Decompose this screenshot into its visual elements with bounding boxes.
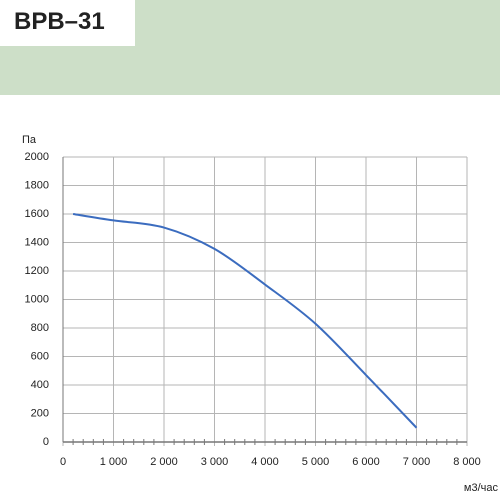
x-tick-label: 3 000 [201,456,229,468]
y-tick-label: 1400 [25,236,49,248]
x-tick-label: 8 000 [453,456,481,468]
x-tick-label: 4 000 [251,456,279,468]
y-tick-label: 400 [31,379,49,391]
y-tick-label: 0 [43,436,49,448]
x-tick-label: 6 000 [352,456,380,468]
y-tick-label: 800 [31,322,49,334]
x-tick-label: 0 [60,456,66,468]
y-tick-label: 1000 [25,293,49,305]
y-axis-label: Па [22,134,37,146]
y-tick-label: 200 [31,407,49,419]
y-tick-label: 1600 [25,208,49,220]
x-tick-label: 7 000 [403,456,431,468]
y-tick-label: 2000 [25,151,49,163]
curve [72,213,418,429]
x-tick-label: 2 000 [150,456,178,468]
title-box: ВРВ–31 [0,0,135,46]
chart-title: ВРВ–31 [14,8,105,35]
x-axis-label: м3/час [464,482,499,494]
y-tick-label: 600 [31,350,49,362]
y-tick-label: 1200 [25,265,49,277]
x-tick-label: 5 000 [302,456,330,468]
x-tick-label: 1 000 [100,456,128,468]
y-tick-label: 1800 [25,179,49,191]
